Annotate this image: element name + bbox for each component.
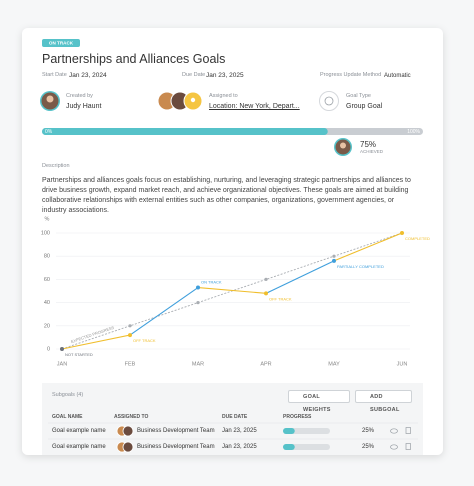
expected-point	[196, 301, 200, 305]
progress-point	[332, 258, 336, 263]
delete-icon[interactable]	[405, 443, 411, 450]
avatar	[122, 441, 134, 453]
subgoal-progress-fill	[283, 444, 295, 450]
progress-point	[128, 333, 132, 338]
point-label: ON TRACK	[201, 280, 222, 285]
add-subgoal-button[interactable]: ADD SUBGOAL	[355, 390, 412, 413]
icon	[190, 97, 196, 103]
avatar	[122, 425, 134, 437]
person-value: Judy Haunt	[66, 103, 102, 110]
view-icon[interactable]	[390, 444, 398, 450]
expected-point	[332, 254, 336, 258]
meta-label: Start Date	[42, 72, 67, 78]
status: ON TRACK	[49, 41, 74, 46]
progress-segment	[333, 232, 403, 262]
delete-icon[interactable]	[405, 427, 411, 434]
due-date: Jan 23, 2025	[222, 444, 257, 450]
point-label: OFF TRACK	[269, 296, 292, 301]
subgoals-title: Subgoals (4)	[52, 392, 84, 398]
subgoal-progress-label: 25%	[362, 428, 375, 434]
column-header: PROGRESS	[283, 414, 312, 420]
description-label: Description	[42, 163, 70, 169]
subgoal-progress-track	[283, 444, 330, 450]
goal-title: Partnerships and Alliances Goals	[42, 52, 226, 66]
progress-segment	[197, 286, 267, 294]
expected-point	[128, 324, 132, 328]
column-header: ASSIGNED TO	[114, 414, 149, 420]
person-label: Goal Type	[346, 93, 371, 99]
expected-point	[264, 277, 268, 281]
progress-segment	[129, 287, 199, 336]
view-icon[interactable]	[390, 428, 398, 434]
y-axis-label: %	[45, 216, 50, 222]
goal-weights-button[interactable]: GOAL WEIGHTS	[288, 390, 350, 413]
y-tick-label: 20	[44, 323, 50, 329]
subgoal-progress-track	[283, 428, 330, 434]
goal-type-icon	[319, 91, 339, 111]
person-value: Group Goal	[346, 103, 383, 110]
progress-fill	[42, 128, 328, 135]
assigned-link[interactable]: Location: New York, Depart...	[209, 103, 300, 110]
person-label: Assigned to	[209, 93, 238, 99]
y-tick-label: 60	[44, 277, 50, 283]
subgoal-progress-fill	[283, 428, 295, 434]
icon	[324, 96, 334, 106]
column-header: DUE DATE	[222, 414, 248, 420]
goal-name: Goal example name	[52, 444, 106, 450]
due-date: Jan 23, 2025	[222, 428, 257, 434]
x-tick-label: MAR	[192, 361, 204, 367]
progress-point	[60, 347, 64, 351]
progress-point	[264, 291, 268, 296]
point-label: COMPLETED	[405, 236, 430, 241]
x-tick-label: JUN	[397, 361, 408, 367]
x-tick-label: JAN	[57, 361, 67, 367]
y-tick-label: 0	[47, 346, 50, 352]
avatar-face	[340, 142, 346, 149]
progress-min-label: 0%	[45, 129, 53, 135]
person-label: Created by	[66, 93, 93, 99]
subgoal-progress-label: 25%	[362, 444, 375, 450]
progress-segment	[265, 260, 335, 294]
meta-value: Automatic	[384, 72, 411, 79]
avatar-face	[46, 95, 54, 103]
progress-point	[196, 285, 200, 290]
point-label: OFF TRACK	[133, 338, 156, 343]
y-tick-label: 100	[41, 230, 50, 236]
point-label: PARTIALLY COMPLETED	[337, 264, 384, 269]
assigned-to: Business Development Team	[137, 444, 215, 450]
x-tick-label: MAY	[328, 361, 340, 367]
progress-point	[400, 231, 404, 235]
expected-line	[61, 232, 403, 350]
status-badge	[42, 39, 80, 47]
x-tick-label: FEB	[125, 361, 136, 367]
y-tick-label: 40	[44, 300, 50, 306]
point-label: NOT STARTED	[65, 352, 93, 357]
column-header: GOAL NAME	[52, 414, 83, 420]
meta-value: Jan 23, 2025	[206, 71, 244, 79]
x-tick-label: APR	[260, 361, 271, 367]
assigned-to: Business Development Team	[137, 428, 215, 434]
description: Partnerships and alliances goals focus o…	[42, 177, 411, 214]
goal-name: Goal example name	[52, 428, 106, 434]
meta-value: Jan 23, 2024	[69, 71, 107, 79]
meta-label: Due Date	[182, 72, 206, 78]
progress-caption: ACHIEVED	[360, 149, 384, 154]
progress-value: 75%	[360, 140, 377, 149]
progress-segment	[61, 334, 131, 350]
progress-max-label: 100%	[407, 129, 420, 135]
y-tick-label: 80	[44, 254, 50, 260]
row-icons	[116, 425, 411, 453]
meta-label: Progress Update Method	[320, 72, 382, 78]
